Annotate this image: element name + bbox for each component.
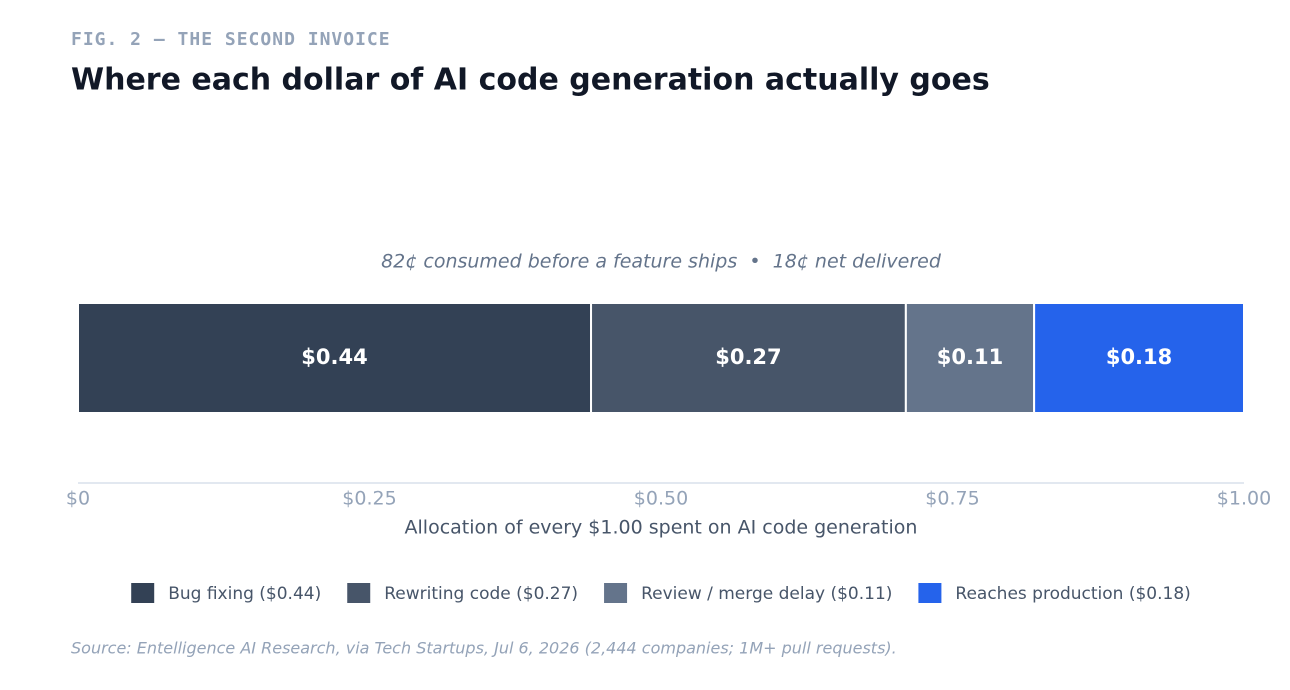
x-tick-label: $0 xyxy=(66,488,90,510)
value-label: $0.44 xyxy=(301,345,367,369)
legend-swatch xyxy=(131,583,155,603)
legend-label: Reaches production ($0.18) xyxy=(955,584,1190,604)
bar-segment xyxy=(1033,302,1245,414)
x-tick-label: $0.75 xyxy=(925,488,979,510)
bar-segment xyxy=(590,302,907,414)
chart-source: Source: Entelligence AI Research, via Te… xyxy=(71,639,897,658)
legend-label: Rewriting code ($0.27) xyxy=(384,584,578,604)
x-tick-label: $0.50 xyxy=(634,488,688,510)
x-tick-label: $1.00 xyxy=(1217,488,1271,510)
legend-label: Review / merge delay ($0.11) xyxy=(641,584,892,604)
chart-eyebrow: FIG. 2 — THE SECOND INVOICE xyxy=(71,29,391,50)
value-label: $0.11 xyxy=(937,345,1003,369)
value-label: $0.18 xyxy=(1106,345,1172,369)
bar-segment xyxy=(904,302,1036,414)
value-label: $0.27 xyxy=(715,345,781,369)
legend-swatch xyxy=(918,583,942,603)
chart-subtitle: 82¢ consumed before a feature ships • 18… xyxy=(381,251,942,273)
legend-swatch xyxy=(347,583,371,603)
legend-label: Bug fixing ($0.44) xyxy=(168,584,321,604)
bar-segment xyxy=(77,302,593,414)
legend: Bug fixing ($0.44) Rewriting code ($0.27)… xyxy=(131,583,1191,604)
x-axis-label: Allocation of every $1.00 spent on AI co… xyxy=(405,517,918,539)
chart-title: Where each dollar of AI code generation … xyxy=(71,63,990,98)
x-tick-label: $0.25 xyxy=(342,488,396,510)
legend-swatch xyxy=(604,583,628,603)
